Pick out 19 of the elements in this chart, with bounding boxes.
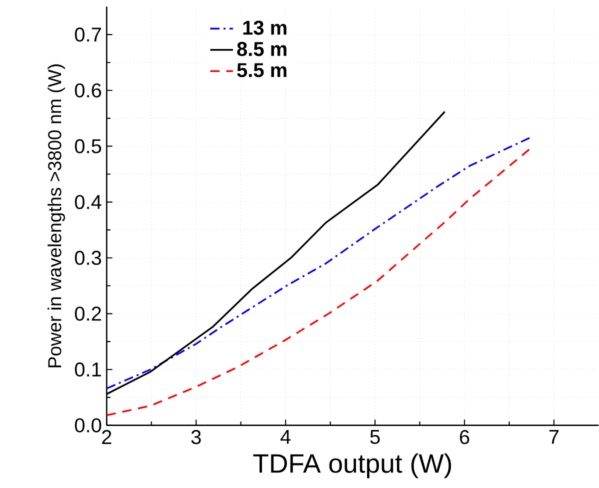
x-tick-label: 3: [191, 430, 201, 444]
legend-label: 13 m: [243, 20, 286, 35]
legend-label: 8.5 m: [237, 42, 286, 56]
x-tick-label: 5: [370, 430, 380, 444]
x-tick-label: 7: [549, 430, 558, 444]
x-tick-label: 4: [280, 430, 291, 444]
y-tick-label: 0.7: [74, 27, 101, 42]
y-tick-label: 0.0: [74, 418, 102, 432]
x-tick-label: 6: [460, 430, 470, 444]
legend-label: 5.5 m: [237, 63, 286, 78]
y-tick-label: 0.1: [74, 362, 101, 377]
y-axis-title: Power in wavelengths >3800 nm (W): [48, 64, 65, 368]
y-tick-label: 0.2: [74, 306, 101, 321]
x-axis-title: TDFA output (W): [253, 453, 452, 478]
y-tick-label: 0.5: [74, 139, 102, 154]
x-tick-label: 2: [102, 430, 112, 444]
y-tick-label: 0.3: [74, 250, 102, 265]
y-tick-label: 0.6: [74, 83, 102, 98]
y-tick-label: 0.4: [74, 194, 102, 210]
